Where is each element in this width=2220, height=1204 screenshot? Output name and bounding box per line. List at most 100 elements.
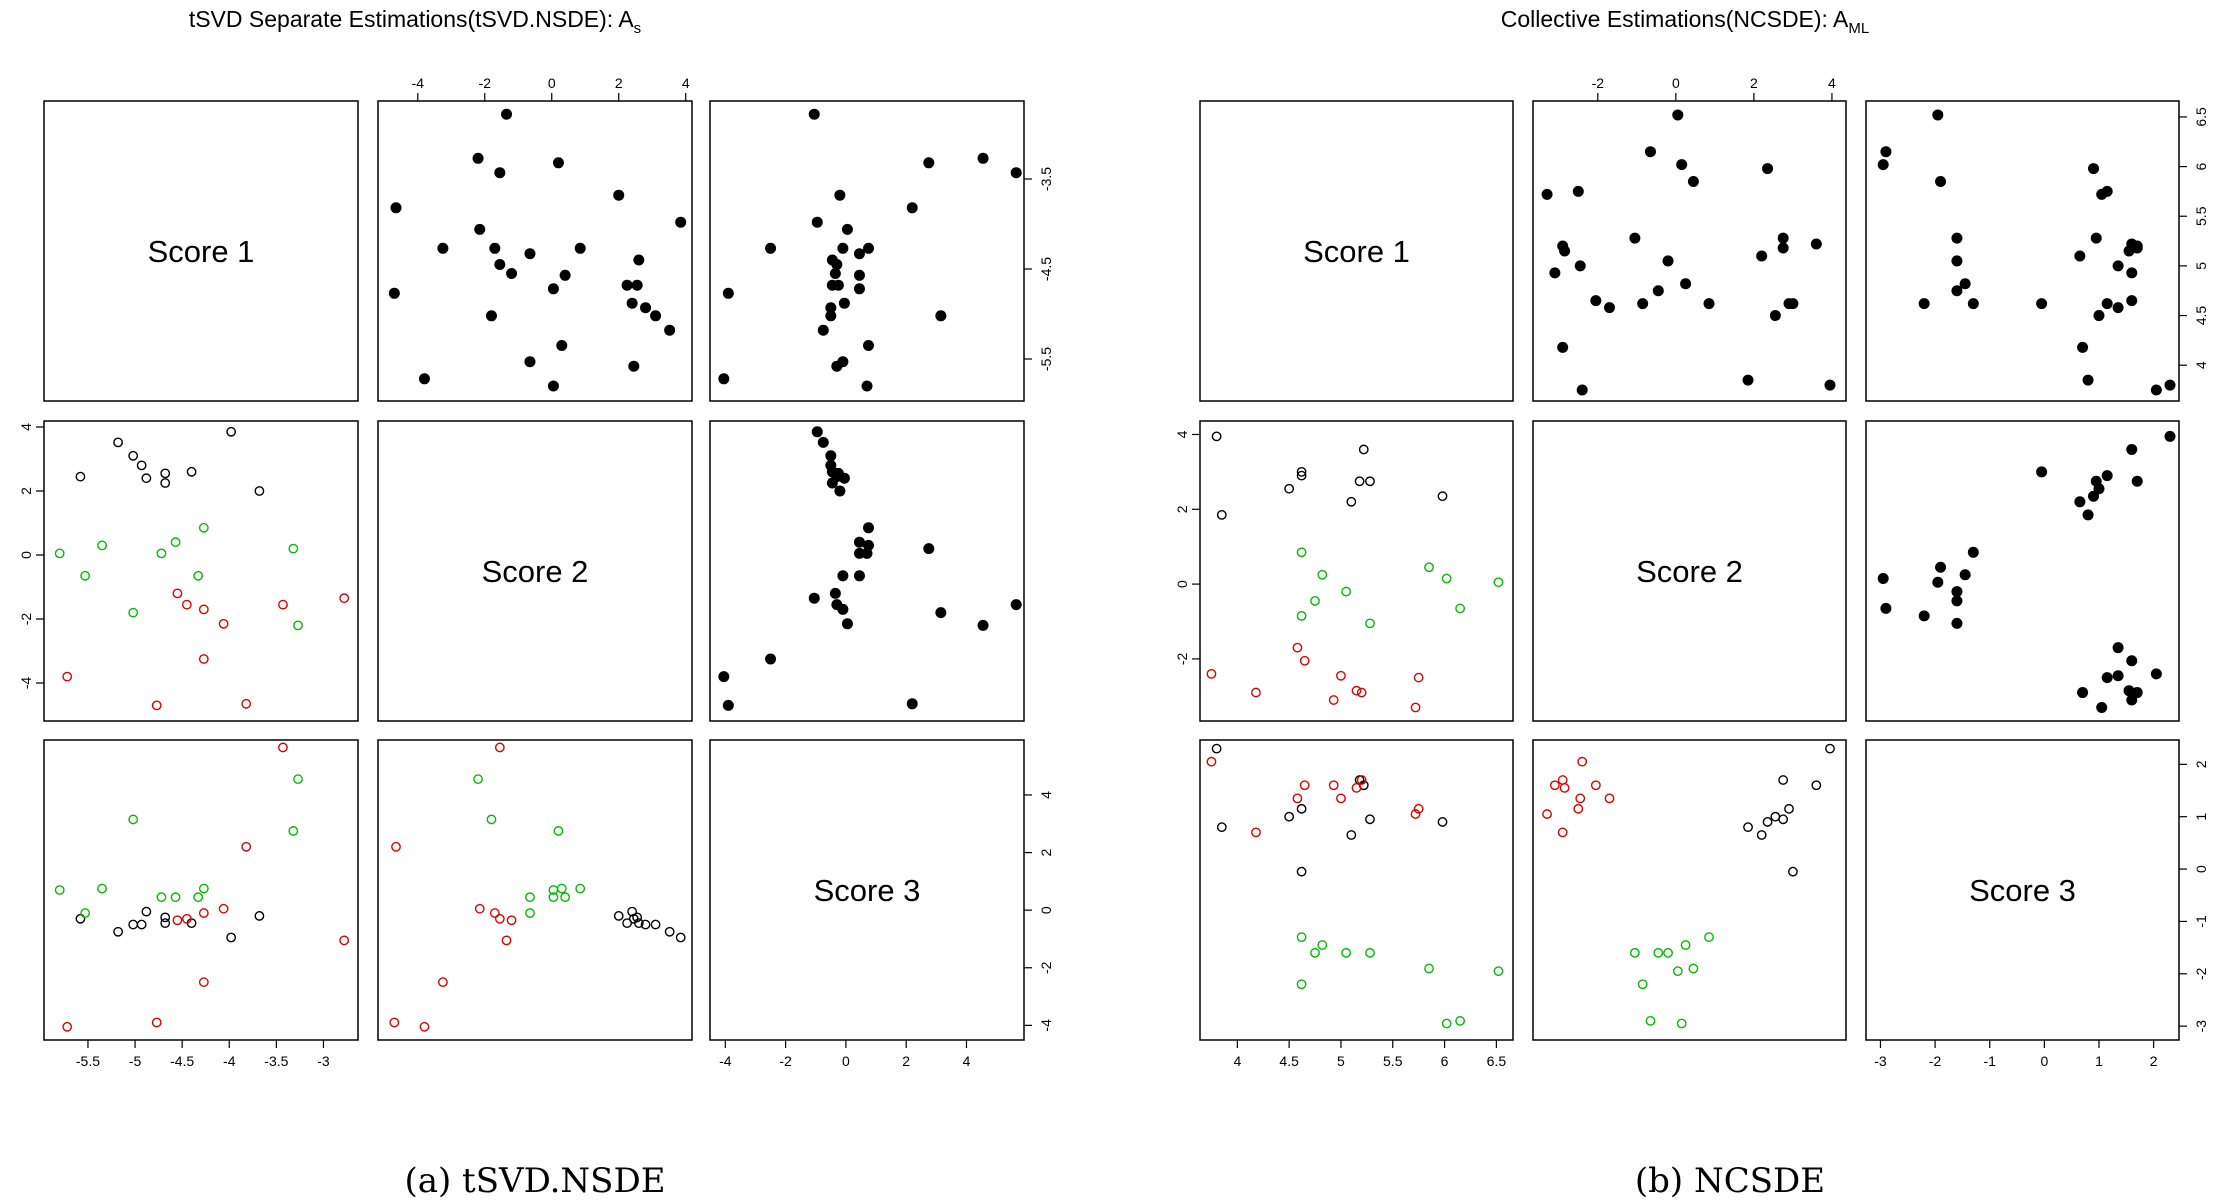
data-point [501, 935, 512, 946]
tick-label: -2 [1038, 961, 1054, 974]
data-point [172, 915, 183, 926]
data-point [1663, 947, 1673, 958]
data-point [1577, 756, 1588, 767]
data-point [241, 698, 252, 709]
data-point [1410, 809, 1421, 819]
data-point [765, 653, 777, 665]
data-point [831, 259, 843, 270]
data-point [1206, 756, 1217, 767]
tick-label: 2 [615, 75, 623, 91]
data-point [811, 216, 823, 228]
data-point [1687, 175, 1699, 187]
tick-label: 4 [18, 423, 34, 431]
data-point [834, 189, 846, 201]
data-point [650, 310, 662, 322]
tick-label: 4 [682, 75, 690, 91]
data-point [1317, 940, 1328, 950]
data-point [1637, 979, 1648, 990]
data-point [2112, 260, 2124, 272]
data-point [1918, 298, 1930, 310]
data-point [977, 619, 989, 631]
data-point [853, 570, 865, 582]
data-point [1365, 476, 1375, 487]
data-point [2112, 642, 2124, 654]
data-point [494, 259, 506, 270]
data-point [62, 671, 73, 682]
data-point [1932, 109, 1944, 121]
caption-ncsde: (b) NCSDE [1635, 1161, 1825, 1201]
data-point [1604, 302, 1616, 314]
data-point [1777, 232, 1789, 244]
data-point [560, 892, 571, 903]
tick-label: -3 [2193, 1020, 2209, 1033]
data-point [1365, 814, 1375, 825]
data-point [1251, 687, 1261, 698]
tick-label: -4 [18, 677, 34, 690]
data-point [1778, 775, 1789, 785]
data-point [1810, 238, 1822, 250]
tick-label: 4 [1174, 430, 1190, 438]
data-point [2126, 267, 2138, 279]
data-point [829, 587, 841, 599]
data-point [2164, 379, 2176, 391]
tick-label: -3 [1874, 1053, 1887, 1069]
data-point [186, 466, 197, 477]
data-point [1493, 966, 1504, 977]
cell-r0-c2 [1865, 100, 2180, 402]
data-point [1336, 670, 1346, 681]
data-point [556, 883, 567, 894]
data-point [141, 906, 152, 917]
data-point [650, 919, 661, 930]
data-point [2090, 232, 2102, 244]
data-point [1680, 278, 1692, 290]
data-point [853, 547, 865, 559]
data-point [2082, 509, 2094, 521]
diagonal-label-score-1: Score 1 [1303, 234, 1410, 269]
data-point [574, 242, 586, 254]
data-point [418, 373, 430, 385]
data-point [1296, 470, 1307, 481]
data-point [831, 471, 843, 483]
cell-frame [377, 100, 693, 402]
tick-label: 0 [1038, 906, 1054, 914]
data-point [2077, 341, 2089, 353]
data-point [1629, 947, 1640, 958]
tick-label: 0 [2193, 865, 2209, 873]
data-point [633, 254, 645, 266]
data-point [2131, 475, 2143, 487]
data-point [1880, 146, 1892, 158]
data-point [1292, 793, 1303, 804]
data-point [1951, 595, 1963, 607]
data-point [473, 774, 483, 785]
data-point [1010, 167, 1022, 179]
data-point [1688, 963, 1699, 974]
data-point [626, 297, 638, 309]
data-point [2074, 496, 2086, 508]
data-point [388, 287, 400, 299]
data-point [1296, 866, 1307, 877]
data-point [808, 592, 820, 604]
data-point [80, 908, 91, 918]
data-point [1932, 576, 1944, 588]
cell-r2-c1 [377, 739, 693, 1041]
tick-label: -4 [719, 1053, 732, 1069]
data-point [160, 468, 171, 479]
data-point [486, 814, 497, 825]
cell-frame [1532, 739, 1847, 1041]
data-point [1299, 780, 1310, 791]
cell-r0-c0: Score 1 [43, 100, 359, 402]
data-point [853, 269, 865, 281]
tick-label: -4 [223, 1053, 236, 1069]
data-point [1704, 932, 1714, 943]
tick-label: 6 [1441, 1053, 1449, 1069]
data-point [1299, 655, 1310, 666]
data-point [389, 1017, 400, 1028]
tick-label: 2 [1174, 505, 1190, 513]
data-point [1365, 618, 1375, 629]
tick-label: -3.5 [1038, 167, 1054, 191]
data-point [548, 892, 559, 903]
data-point [193, 570, 204, 581]
data-point [1010, 599, 1022, 611]
data-point [1672, 966, 1683, 977]
data-point [1918, 610, 1930, 622]
